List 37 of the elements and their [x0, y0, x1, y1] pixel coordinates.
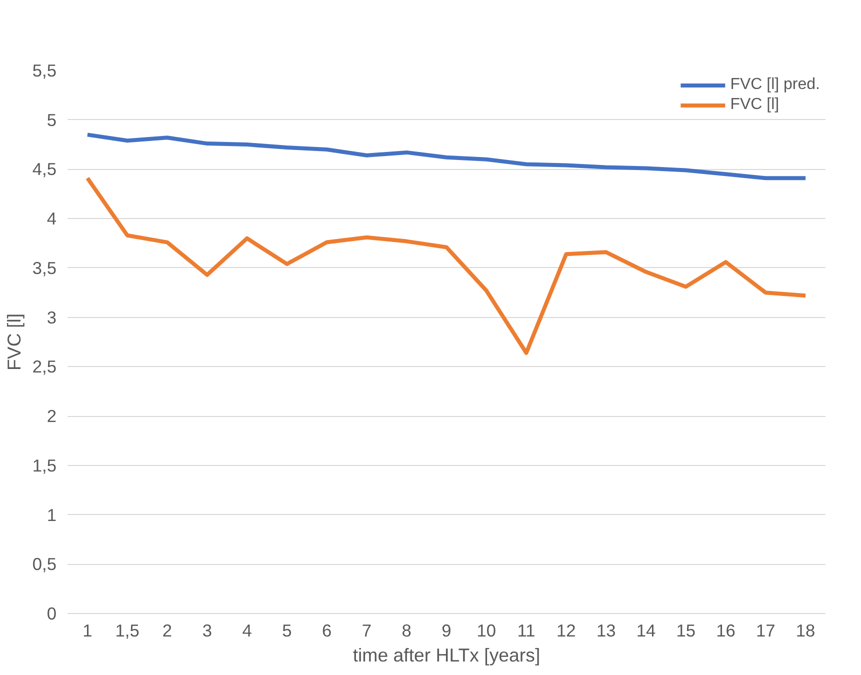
line-series — [85, 176, 808, 355]
x-axis-title: time after HLTx [years] — [352, 644, 540, 666]
legend-label: FVC [l] pred. — [730, 76, 820, 94]
line-series — [85, 132, 808, 180]
x-tick-label: 1,5 — [115, 620, 140, 640]
x-tick-label: 3 — [202, 620, 212, 640]
x-tick-label: 5 — [282, 620, 292, 640]
y-tick-label: 0 — [46, 604, 57, 624]
x-tick-label: 11 — [517, 620, 536, 640]
x-tick-label: 17 — [756, 620, 776, 640]
y-tick-label: 4,5 — [32, 159, 57, 180]
x-tick-label: 1 — [82, 620, 92, 640]
y-tick-label: 0,5 — [32, 554, 57, 574]
y-tick-label: 5,5 — [32, 60, 57, 80]
x-tick-label: 7 — [362, 620, 372, 640]
y-axis-title: FVC [l] — [3, 313, 24, 371]
x-tick-label: 2 — [162, 620, 172, 640]
x-tick-label: 15 — [676, 620, 696, 640]
y-tick-label: 2 — [46, 406, 57, 426]
x-tick-label: 14 — [636, 620, 656, 640]
y-tick-label: 3,5 — [32, 258, 57, 278]
x-tick-label: 9 — [442, 620, 452, 640]
legend-label: FVC [l] — [730, 96, 780, 114]
x-tick-label: 8 — [402, 620, 412, 640]
x-tick-label: 10 — [476, 620, 496, 640]
x-tick-label: 12 — [556, 620, 576, 640]
x-tick-label: 16 — [716, 620, 736, 640]
x-tick-label: 6 — [322, 620, 332, 640]
y-tick-label: 3 — [46, 307, 57, 328]
y-tick-label: 2,5 — [32, 356, 57, 377]
x-tick-label: 13 — [596, 620, 616, 640]
y-tick-label: 5 — [46, 110, 57, 130]
y-tick-label: 1 — [46, 504, 57, 525]
x-tick-label: 4 — [242, 620, 252, 640]
y-tick-label: 4 — [46, 208, 57, 229]
x-tick-label: 18 — [796, 620, 816, 640]
y-tick-label: 1,5 — [32, 455, 57, 476]
